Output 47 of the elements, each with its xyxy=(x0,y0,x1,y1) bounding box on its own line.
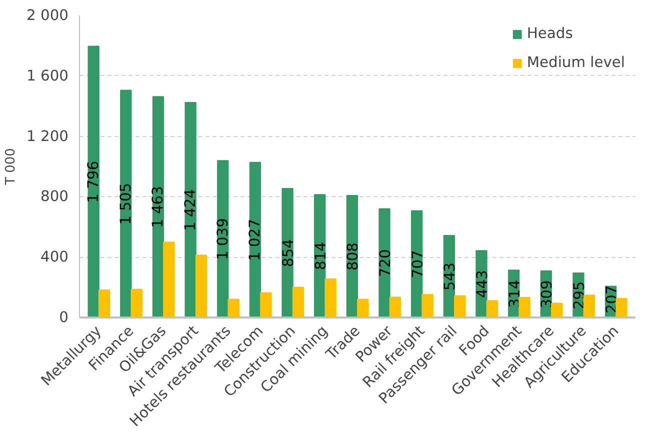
bar xyxy=(184,102,196,318)
bar xyxy=(163,242,175,318)
bar xyxy=(486,300,498,318)
data-label: 309 xyxy=(538,280,556,308)
data-label: 1 463 xyxy=(150,186,167,228)
bar xyxy=(550,302,563,318)
y-axis-title: T 000 xyxy=(4,148,19,186)
data-label: 1 027 xyxy=(246,218,264,261)
legend-label: Medium level xyxy=(526,54,625,71)
bar xyxy=(282,188,294,318)
bar xyxy=(292,286,304,318)
bar xyxy=(422,294,434,318)
bar xyxy=(378,208,390,318)
data-label: 443 xyxy=(474,270,491,298)
y-tick-label: 1 600 xyxy=(26,67,69,84)
bar xyxy=(389,296,401,318)
y-tick-label: 1 200 xyxy=(26,128,69,145)
data-label: 1 424 xyxy=(182,189,200,231)
data-label: 707 xyxy=(409,250,426,278)
data-label: 808 xyxy=(344,242,362,270)
bar xyxy=(583,294,595,318)
y-tick-label: 0 xyxy=(59,309,69,326)
bar xyxy=(324,278,336,318)
data-label: 720 xyxy=(376,249,394,278)
data-label: 814 xyxy=(312,242,330,270)
bar xyxy=(357,298,369,318)
data-label: 1 796 xyxy=(85,160,102,203)
y-tick-label: 400 xyxy=(40,248,69,266)
bar xyxy=(228,298,240,318)
data-label: 1 039 xyxy=(214,218,232,260)
y-tick-label: 800 xyxy=(40,188,69,206)
y-tick-label: 2 000 xyxy=(26,7,69,24)
bar xyxy=(130,288,142,318)
bar xyxy=(88,46,100,318)
bar xyxy=(454,295,466,318)
data-label: 1 505 xyxy=(117,182,134,225)
bar xyxy=(616,298,628,318)
bar xyxy=(518,296,530,318)
bar xyxy=(260,292,272,318)
legend-label: Heads xyxy=(526,25,573,42)
data-label: 543 xyxy=(442,262,459,290)
bar xyxy=(98,290,110,318)
bar xyxy=(120,90,132,318)
data-label: 314 xyxy=(506,280,524,308)
data-label: 854 xyxy=(280,239,298,268)
bar xyxy=(195,254,208,318)
bar xyxy=(152,96,164,318)
